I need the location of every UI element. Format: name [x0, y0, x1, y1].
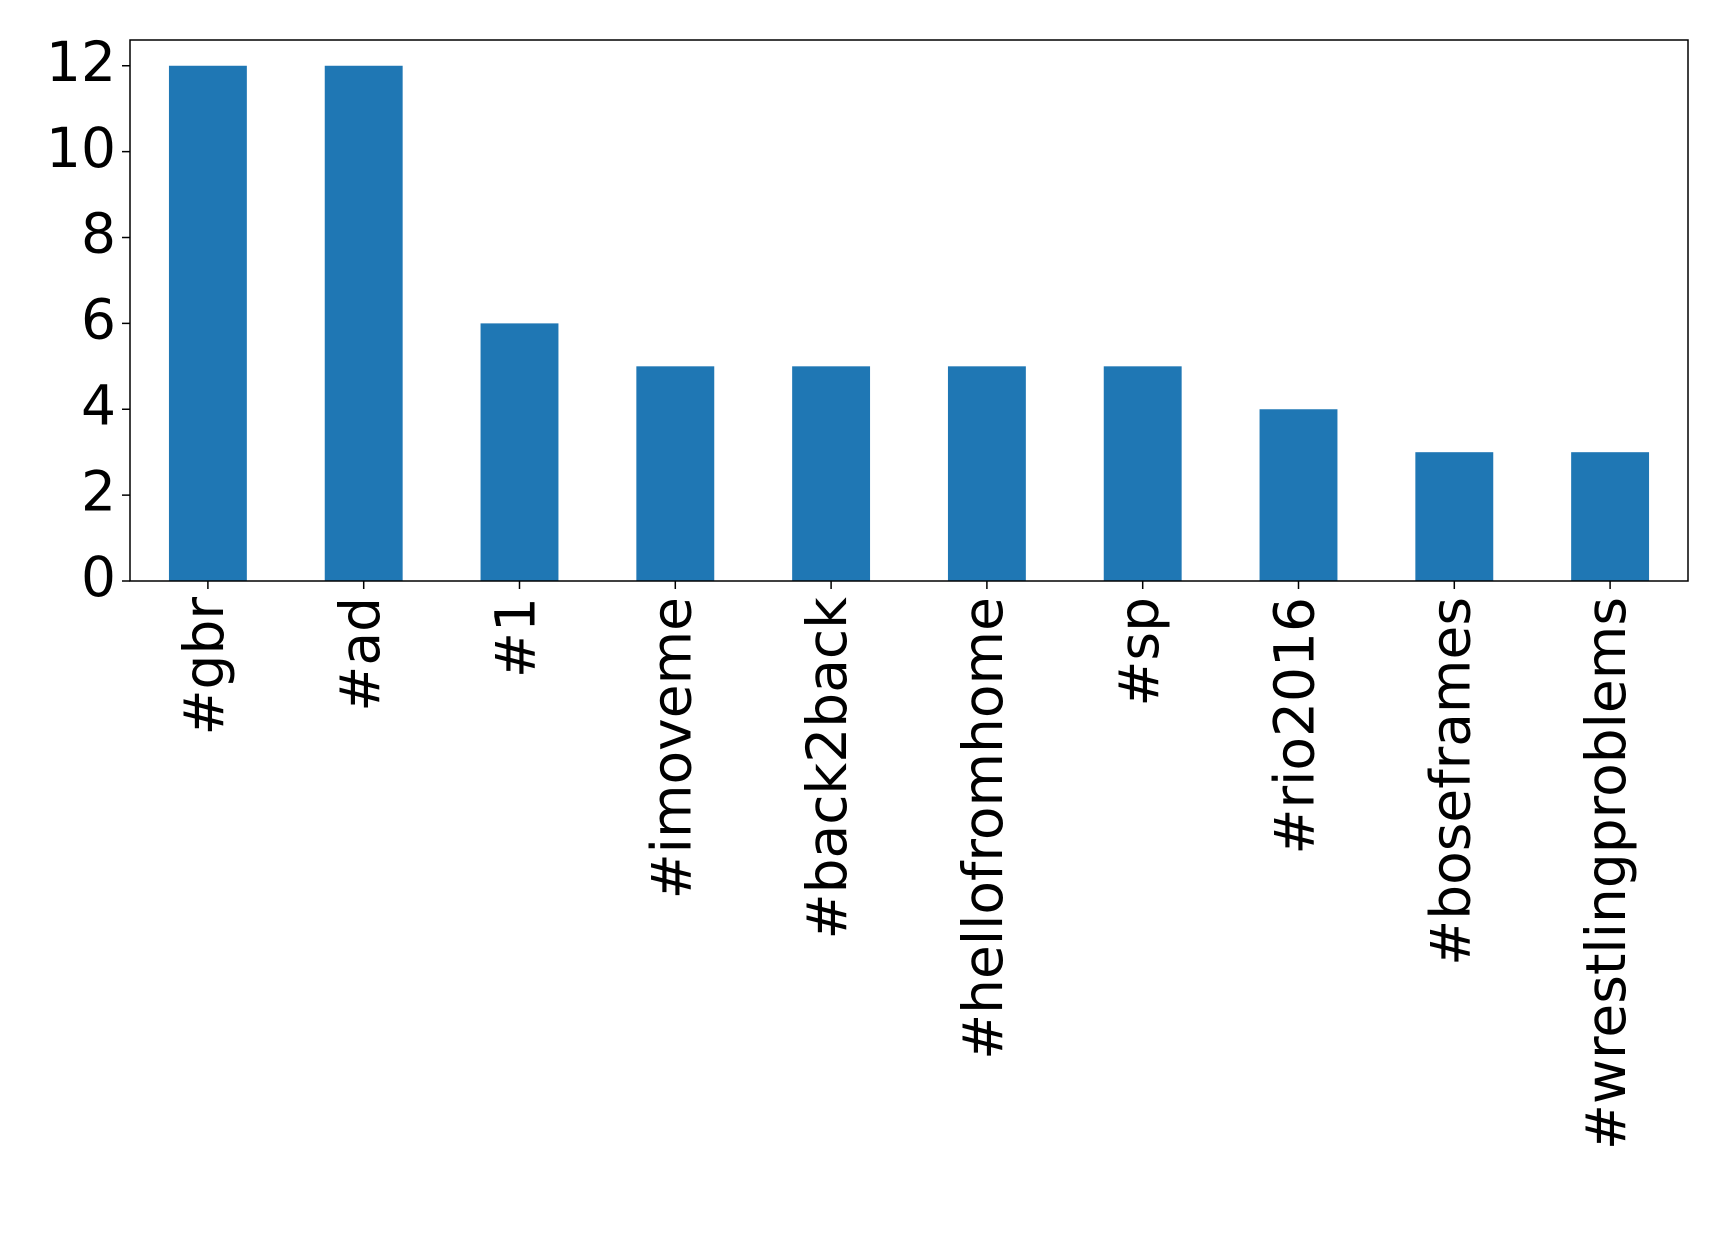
x-tick-label: #imoveme: [639, 597, 703, 899]
x-tick-label: #boseframes: [1418, 597, 1482, 966]
y-tick-label: 6: [81, 288, 116, 352]
bar: [324, 65, 403, 581]
x-tick-label: #back2back: [795, 597, 859, 940]
bar: [1103, 366, 1182, 581]
x-tick-label: #ad: [328, 597, 392, 712]
bar: [168, 65, 247, 581]
bar: [1415, 452, 1494, 581]
bar: [1259, 409, 1338, 581]
y-tick-label: 10: [46, 116, 116, 180]
y-tick-label: 12: [46, 30, 116, 94]
x-tick-label: #sp: [1107, 597, 1171, 707]
plot-frame: [129, 39, 1689, 582]
bar: [480, 323, 559, 581]
x-tick-label: #rio2016: [1263, 597, 1327, 855]
bar: [636, 366, 715, 581]
bar: [792, 366, 871, 581]
bar: [947, 366, 1026, 581]
y-tick-label: 4: [81, 373, 116, 437]
y-tick-label: 8: [81, 202, 116, 266]
y-tick-label: 2: [81, 459, 116, 523]
bar: [1571, 452, 1650, 581]
x-tick-label: #gbr: [172, 597, 236, 736]
x-tick-label: #wrestlingproblems: [1574, 597, 1638, 1150]
x-tick-label: #hellofromhome: [951, 597, 1015, 1060]
x-tick-label: #1: [484, 597, 548, 678]
y-tick-label: 0: [81, 545, 116, 609]
